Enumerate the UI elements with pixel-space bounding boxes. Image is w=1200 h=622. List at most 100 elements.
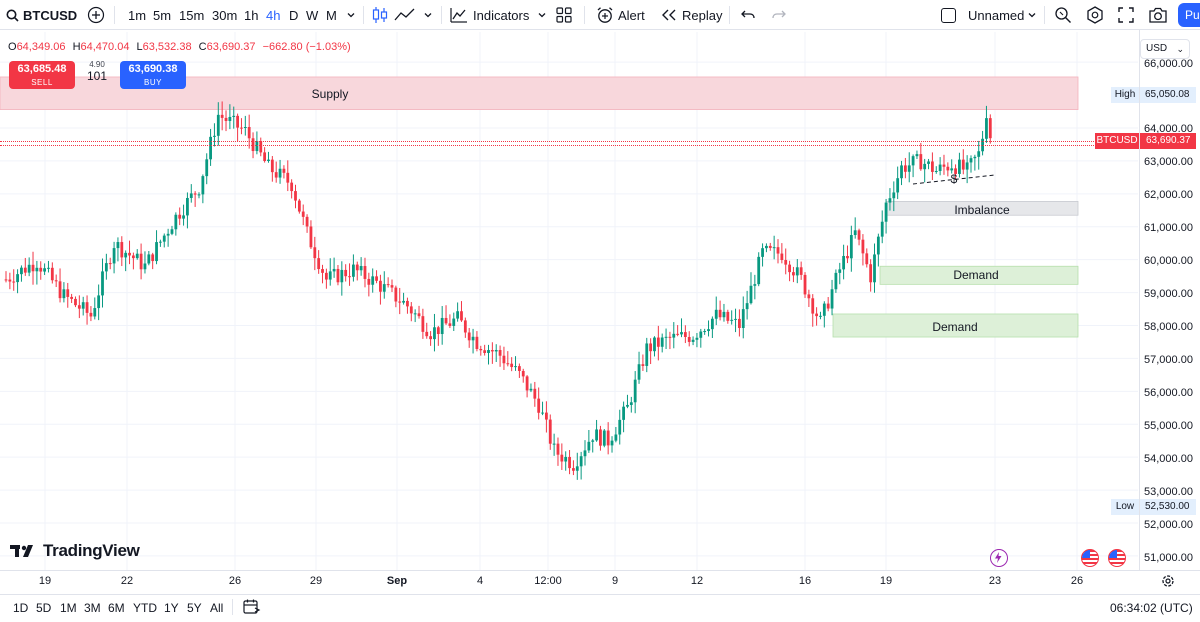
indicators-button[interactable]: Indicators xyxy=(450,0,529,30)
candle-bullish xyxy=(101,271,104,296)
candle-bearish xyxy=(815,313,818,317)
layout-dropdown[interactable] xyxy=(1027,0,1037,30)
timeframe-d[interactable]: D xyxy=(289,7,299,23)
candle-bearish xyxy=(807,294,811,299)
tradingview-logo[interactable]: TradingView xyxy=(10,541,140,561)
price-label: 59,000.00 xyxy=(1144,288,1193,300)
timeframe-5m[interactable]: 5m xyxy=(153,7,172,23)
candle-bearish xyxy=(294,191,297,201)
candle-bearish xyxy=(220,114,224,118)
candle-bearish xyxy=(39,267,43,272)
compare-symbol-button[interactable] xyxy=(87,0,105,30)
buy-button[interactable]: 63,690.38 BUY xyxy=(120,61,186,89)
range-3m[interactable]: 3M xyxy=(84,601,101,615)
range-6m[interactable]: 6M xyxy=(108,601,125,615)
candle-bullish xyxy=(591,440,595,442)
indicators-dropdown[interactable] xyxy=(537,0,547,30)
chart-type-dropdown[interactable] xyxy=(423,0,433,30)
low-value: 63,532.38 xyxy=(142,41,192,53)
range-5y[interactable]: 5Y xyxy=(187,601,202,615)
undo-button[interactable] xyxy=(741,0,755,30)
timeframe-dropdown[interactable] xyxy=(346,0,356,30)
timeframe-15m[interactable]: 15m xyxy=(179,7,205,23)
alert-button[interactable]: Alert xyxy=(596,0,645,30)
candle-bullish xyxy=(104,263,108,272)
layouts-button[interactable] xyxy=(556,0,572,30)
snapshot-button[interactable] xyxy=(1148,0,1168,30)
search-icon xyxy=(6,9,19,22)
candle-bullish xyxy=(162,235,166,242)
timeframe-30m[interactable]: 30m xyxy=(212,7,238,23)
range-all[interactable]: All xyxy=(210,601,224,615)
candle-bullish xyxy=(135,253,139,259)
candle-bullish xyxy=(749,285,753,304)
publish-button[interactable]: Pu xyxy=(1178,3,1200,27)
candle-bearish xyxy=(467,332,471,341)
candle-bullish xyxy=(170,229,174,234)
range-5d[interactable]: 5D xyxy=(36,601,52,615)
range-1d[interactable]: 1D xyxy=(13,601,29,615)
redo-button[interactable] xyxy=(772,0,786,30)
replay-button[interactable]: Replay xyxy=(661,0,722,30)
time-label: 22 xyxy=(120,575,134,587)
us-economic-event-icon[interactable] xyxy=(1081,549,1099,567)
lightning-event-icon[interactable] xyxy=(990,549,1008,567)
candle-bullish xyxy=(255,141,259,152)
settings-button[interactable] xyxy=(1086,0,1104,30)
fullscreen-button[interactable] xyxy=(1118,0,1134,30)
currency-selector[interactable]: USD ⌄ xyxy=(1140,39,1190,59)
candle-bullish xyxy=(714,309,718,319)
candle-bearish xyxy=(309,226,313,248)
range-ytd[interactable]: YTD xyxy=(133,601,157,615)
demand-zone-label-2: Demand xyxy=(932,320,978,334)
candle-bullish xyxy=(965,162,969,170)
candle-bearish xyxy=(297,200,301,212)
timeframe-4h[interactable]: 4h xyxy=(266,7,281,23)
utc-clock[interactable]: 06:34:02 (UTC) xyxy=(1110,601,1193,615)
candle-bullish xyxy=(795,267,799,276)
candle-bullish xyxy=(973,156,977,159)
timeframe-1m[interactable]: 1m xyxy=(128,7,147,23)
candle-bullish xyxy=(757,256,761,285)
layout-name-button[interactable]: Unnamed xyxy=(941,0,1024,30)
candle-bullish xyxy=(20,267,23,275)
price-label: 52,000.00 xyxy=(1144,519,1193,531)
axis-settings-button[interactable] xyxy=(1161,574,1175,593)
symbol-search[interactable]: BTCUSD xyxy=(6,0,77,30)
timeframe-m[interactable]: M xyxy=(326,7,337,23)
buy-price: 63,690.38 xyxy=(128,63,178,75)
us-economic-event-icon[interactable] xyxy=(1108,549,1126,567)
candle-bearish xyxy=(178,214,182,219)
candle-bullish xyxy=(97,295,101,309)
candle-bearish xyxy=(556,443,560,455)
candle-bearish xyxy=(286,172,290,183)
quick-search-button[interactable] xyxy=(1054,0,1072,30)
range-1y[interactable]: 1Y xyxy=(164,601,179,615)
candles xyxy=(4,101,992,480)
price-label: 60,000.00 xyxy=(1144,255,1193,267)
candle-bullish xyxy=(822,303,826,316)
candle-bullish xyxy=(602,430,606,446)
candle-bearish xyxy=(718,309,722,318)
line-chart-button[interactable] xyxy=(394,0,416,30)
price-label: 64,000.00 xyxy=(1144,123,1193,135)
goto-date-button[interactable] xyxy=(243,599,261,620)
candle-bullish xyxy=(124,252,128,258)
sell-button[interactable]: 63,685.48 SELL xyxy=(9,61,75,89)
price-label: 58,000.00 xyxy=(1144,321,1193,333)
candle-bearish xyxy=(599,429,602,446)
timeframe-1h[interactable]: 1h xyxy=(244,7,259,23)
chart-type-candles-button[interactable] xyxy=(372,0,388,30)
candle-bullish xyxy=(637,364,641,380)
range-1m[interactable]: 1M xyxy=(60,601,77,615)
candle-bullish xyxy=(228,116,232,121)
price-label: 51,000.00 xyxy=(1144,552,1193,564)
candle-bearish xyxy=(89,312,93,317)
candle-bearish xyxy=(151,254,155,262)
close-label: C xyxy=(198,41,207,53)
candle-bullish xyxy=(201,176,205,195)
timeframe-w[interactable]: W xyxy=(306,7,319,23)
time-axis[interactable] xyxy=(0,570,1200,594)
price-line-ask xyxy=(0,141,1094,142)
